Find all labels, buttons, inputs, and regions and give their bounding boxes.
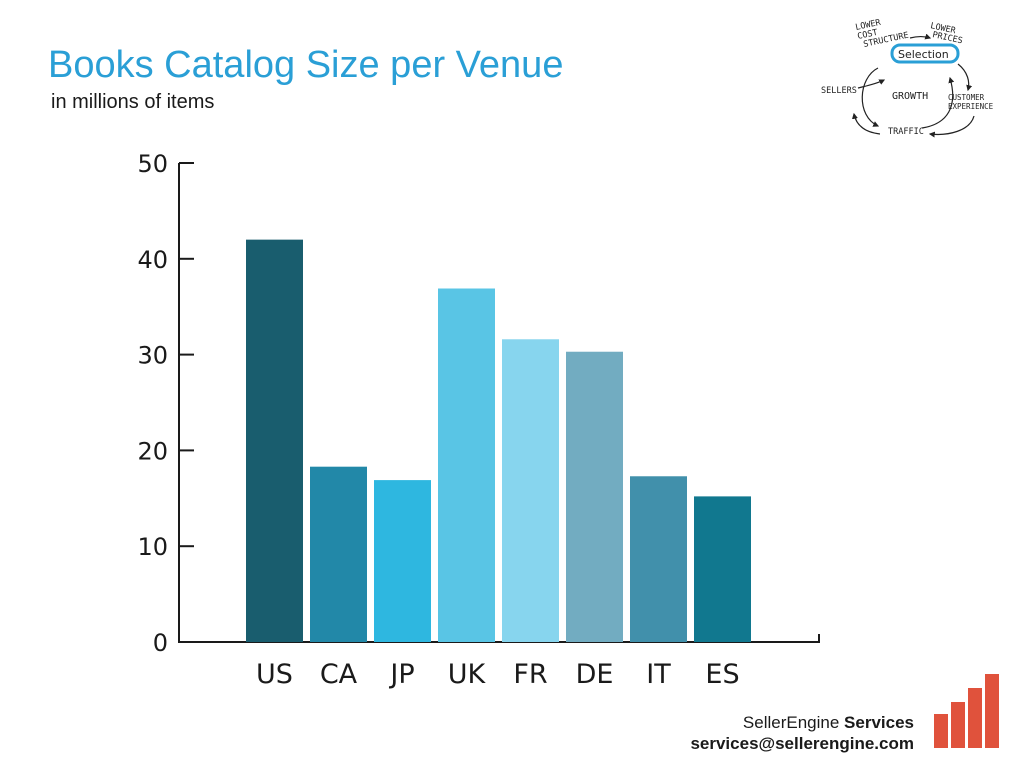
x-tick-label-it: IT	[646, 659, 671, 690]
svg-text:CUSTOMER: CUSTOMER	[948, 93, 985, 102]
svg-text:COST: COST	[857, 28, 879, 42]
sellerengine-logo	[934, 674, 999, 748]
flywheel-loop-arrow	[852, 112, 881, 135]
growth-label: GROWTH	[892, 91, 928, 102]
flywheel-diagram: LOWER COST STRUCTURE LOWER PRICES Select…	[821, 18, 994, 138]
y-tick-label: 30	[137, 342, 168, 370]
bar-es	[694, 496, 751, 642]
flywheel-loop-arrow	[957, 63, 973, 92]
sellers-label: SELLERS	[821, 86, 857, 96]
x-tick-label-uk: UK	[448, 659, 487, 690]
lower-prices-label: LOWER PRICES	[929, 21, 963, 46]
x-tick-label-fr: FR	[513, 659, 547, 690]
y-tick-label: 20	[137, 437, 168, 465]
x-tick-label-us: US	[256, 659, 293, 690]
traffic-label: TRAFFIC	[888, 127, 924, 137]
y-tick-label: 50	[137, 150, 168, 178]
bar-ca	[310, 466, 367, 642]
flywheel-loop-arrow	[861, 67, 880, 127]
x-tick-label-jp: JP	[388, 659, 414, 690]
customer-experience-label: CUSTOMER EXPERIENCE	[948, 93, 994, 111]
bar-it	[630, 476, 687, 642]
selection-highlight	[890, 43, 960, 64]
x-tick-label-de: DE	[576, 659, 614, 690]
flywheel-loop-arrow	[928, 115, 975, 138]
selection-label: Selection	[898, 48, 949, 61]
bar-jp	[374, 480, 431, 642]
x-tick-label-ca: CA	[320, 659, 358, 690]
svg-text:EXPERIENCE: EXPERIENCE	[948, 102, 994, 111]
footer-contact: SellerEngine Services services@sellereng…	[690, 712, 914, 754]
footer-brand: SellerEngine Services	[742, 713, 914, 732]
slide-title: Books Catalog Size per Venue	[48, 44, 564, 86]
x-tick-label-es: ES	[705, 659, 739, 690]
bar-uk	[438, 288, 495, 642]
flywheel-loop-arrow	[857, 79, 886, 89]
y-tick-label: 0	[153, 629, 168, 657]
bar-de	[566, 351, 623, 642]
slide-subtitle: in millions of items	[51, 91, 215, 113]
y-tick-label: 40	[137, 246, 168, 274]
bar-chart: 0 10 20 30 40 50 US CA JP UK FR DE IT ES	[137, 150, 820, 690]
bar-fr	[502, 339, 559, 642]
bar-us	[246, 239, 303, 642]
flywheel-loop-arrow	[921, 76, 955, 129]
y-tick-label: 10	[137, 533, 168, 561]
footer-email[interactable]: services@sellerengine.com	[690, 734, 914, 753]
flywheel-loop-arrow	[909, 33, 932, 40]
